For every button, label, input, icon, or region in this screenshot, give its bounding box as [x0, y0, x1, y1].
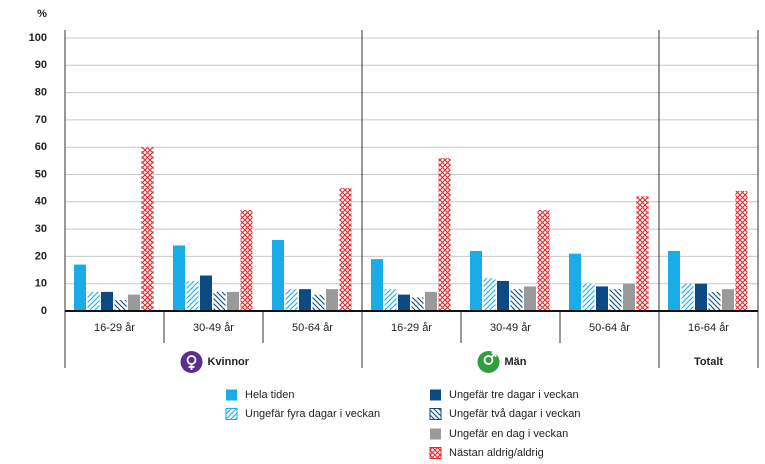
bar — [141, 147, 154, 311]
bar — [722, 289, 734, 311]
legend-label: Ungefär två dagar i veckan — [449, 408, 580, 420]
bar — [240, 209, 253, 311]
bar — [425, 291, 437, 311]
x-tick-label: 50-64 år — [292, 322, 333, 334]
bar — [470, 250, 482, 311]
bar — [326, 289, 338, 311]
group-icon — [180, 351, 203, 373]
group-label: Män — [505, 356, 527, 368]
y-tick-label: 70 — [35, 114, 47, 126]
bar — [299, 289, 311, 311]
bar — [411, 297, 424, 311]
bar — [398, 294, 410, 311]
bar — [623, 283, 635, 311]
y-tick-label: 40 — [35, 196, 47, 208]
bar — [186, 280, 199, 311]
bar — [582, 283, 595, 311]
y-tick-label: 80 — [35, 87, 47, 99]
legend-swatch — [226, 389, 237, 401]
group-label: Totalt — [694, 356, 723, 368]
x-tick-label: 16-29 år — [94, 322, 135, 334]
bar — [227, 291, 239, 311]
y-tick-label: 20 — [35, 250, 47, 262]
x-tick-label: 30-49 år — [490, 322, 531, 334]
x-tick-label: 16-64 år — [688, 322, 729, 334]
bar — [735, 190, 748, 311]
legend-swatch — [429, 408, 442, 420]
legend-swatch — [429, 447, 442, 459]
legend-swatch — [225, 408, 238, 420]
bar — [371, 259, 383, 311]
y-tick-label: 30 — [35, 223, 47, 235]
bar — [681, 283, 694, 311]
bar — [272, 240, 284, 311]
bar — [609, 289, 622, 311]
bar — [339, 188, 352, 311]
bar — [285, 289, 298, 311]
x-tick-label: 50-64 år — [589, 322, 630, 334]
legend-label: Nästan aldrig/aldrig — [449, 447, 544, 459]
x-tick-label: 30-49 år — [193, 322, 234, 334]
bar — [173, 245, 185, 311]
bar — [668, 250, 680, 311]
y-tick-label: 90 — [35, 59, 47, 71]
x-tick-label: 16-29 år — [391, 322, 432, 334]
y-tick-label: 10 — [35, 278, 47, 290]
group-icon — [477, 351, 500, 373]
legend-label: Ungefär tre dagar i veckan — [449, 389, 579, 401]
bar — [483, 278, 496, 311]
bar — [384, 289, 397, 311]
bar — [497, 280, 509, 311]
group-icon-symbol — [490, 352, 497, 358]
group-icon-symbol — [188, 364, 195, 370]
group-label: Kvinnor — [208, 356, 250, 368]
bar — [312, 294, 325, 311]
y-axis-label: % — [37, 8, 47, 20]
group-icon-symbol — [483, 355, 494, 365]
bar — [708, 291, 721, 311]
bar — [101, 291, 113, 311]
legend-label: Ungefär en dag i veckan — [449, 428, 568, 440]
bar — [695, 283, 707, 311]
bar — [74, 264, 86, 311]
bar — [596, 286, 608, 311]
bar — [569, 253, 581, 311]
y-tick-label: 50 — [35, 168, 47, 180]
bar — [200, 275, 212, 311]
legend-label: Ungefär fyra dagar i veckan — [245, 408, 380, 420]
bar — [87, 291, 100, 311]
bar — [537, 209, 550, 311]
bar — [213, 291, 226, 311]
bar — [128, 294, 140, 311]
bar — [114, 300, 127, 311]
y-tick-label: 0 — [41, 305, 47, 317]
bar — [510, 289, 523, 311]
legend-swatch — [430, 389, 441, 401]
legend-swatch — [430, 428, 441, 440]
y-tick-label: 100 — [29, 32, 47, 44]
legend-label: Hela tiden — [245, 389, 295, 401]
bar — [636, 196, 649, 311]
y-tick-label: 60 — [35, 141, 47, 153]
bar — [524, 286, 536, 311]
bar — [438, 158, 451, 311]
